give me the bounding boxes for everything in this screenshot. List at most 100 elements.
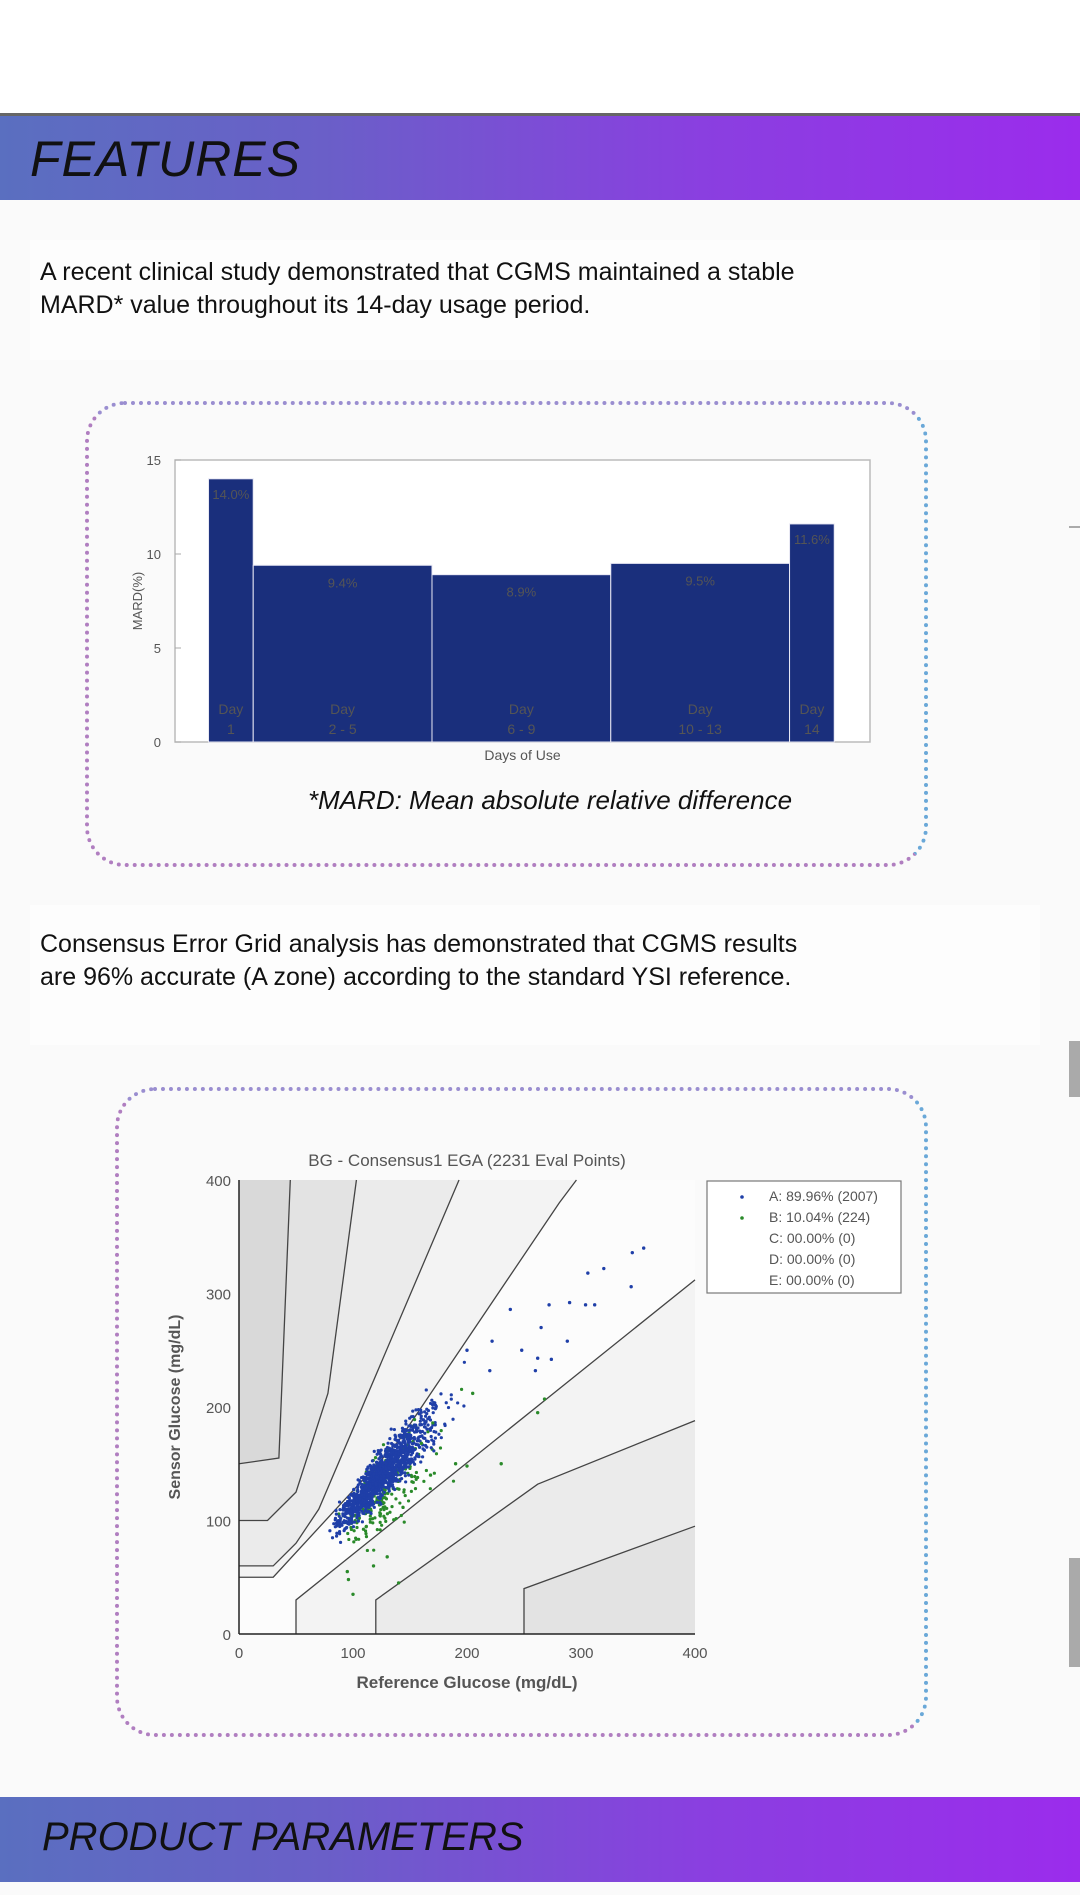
data-point-a xyxy=(424,1388,428,1392)
bar-category-label: Day xyxy=(799,701,824,717)
data-point-a xyxy=(389,1451,393,1455)
data-point-a xyxy=(361,1498,365,1503)
ega-legend xyxy=(706,1180,902,1294)
data-point-a xyxy=(377,1457,381,1461)
data-point-a xyxy=(433,1436,437,1440)
data-point-a xyxy=(490,1339,494,1343)
mard-caption: *MARD: Mean absolute relative difference xyxy=(307,785,793,815)
data-point-b xyxy=(419,1441,424,1446)
data-point-a xyxy=(393,1487,397,1492)
data-point-a xyxy=(385,1454,389,1458)
data-point-a xyxy=(367,1488,371,1492)
data-point-a xyxy=(393,1433,397,1437)
data-point-a xyxy=(347,1522,351,1526)
legend-entry: C: 00.00% (0) xyxy=(769,1230,855,1246)
data-point-b xyxy=(373,1455,378,1460)
data-point-b xyxy=(394,1497,398,1501)
data-point-a xyxy=(419,1460,423,1464)
data-point-b xyxy=(365,1548,369,1553)
data-point-a xyxy=(462,1404,466,1408)
data-point-b xyxy=(378,1513,382,1517)
data-point-b xyxy=(370,1517,375,1521)
data-point-a xyxy=(402,1445,407,1449)
data-point-a xyxy=(366,1484,370,1488)
data-point-a xyxy=(356,1488,360,1492)
data-point-a xyxy=(373,1491,377,1496)
data-point-a xyxy=(423,1410,427,1414)
data-point-a xyxy=(444,1401,448,1405)
data-point-b xyxy=(409,1473,413,1477)
bar xyxy=(431,574,612,743)
data-point-b xyxy=(434,1452,439,1456)
data-point-a xyxy=(418,1434,422,1439)
data-point-a xyxy=(407,1473,411,1477)
data-point-a xyxy=(362,1511,366,1516)
data-point-a xyxy=(642,1246,646,1250)
product-parameters-header: PRODUCT PARAMETERS xyxy=(0,1797,1080,1882)
zone-boundary-line xyxy=(239,1179,460,1567)
data-point-a xyxy=(348,1516,352,1521)
data-point-a xyxy=(378,1464,382,1468)
data-point-a xyxy=(386,1474,390,1478)
data-point-a xyxy=(520,1348,524,1352)
data-point-a xyxy=(410,1458,414,1462)
data-point-a xyxy=(384,1485,388,1490)
data-point-a xyxy=(432,1442,436,1446)
data-point-a xyxy=(389,1427,393,1431)
data-point-b xyxy=(381,1443,386,1447)
data-point-a xyxy=(428,1418,433,1422)
data-point-a xyxy=(432,1439,436,1444)
data-point-a xyxy=(549,1357,554,1362)
data-point-b xyxy=(413,1487,418,1491)
data-point-a xyxy=(349,1492,353,1497)
bar-category-label: Day xyxy=(688,701,713,717)
data-point-a xyxy=(382,1469,386,1473)
section1-panel xyxy=(30,240,1040,360)
data-point-b xyxy=(398,1501,402,1505)
data-point-a xyxy=(425,1427,429,1431)
data-point-b xyxy=(401,1505,405,1510)
legend-marker xyxy=(740,1195,744,1199)
data-point-a xyxy=(567,1300,572,1305)
bar xyxy=(252,564,433,743)
data-point-a xyxy=(355,1509,359,1514)
zone-boundary-line xyxy=(295,1279,696,1634)
data-point-b xyxy=(368,1520,372,1524)
data-point-a xyxy=(358,1507,362,1511)
ega-x-tick-label: 300 xyxy=(568,1645,593,1662)
product-parameters-title: PRODUCT PARAMETERS xyxy=(42,1815,524,1859)
data-point-b xyxy=(414,1477,418,1481)
data-point-a xyxy=(412,1436,416,1440)
data-point-a xyxy=(388,1436,392,1441)
data-point-b xyxy=(394,1517,398,1521)
data-point-b xyxy=(396,1581,401,1585)
data-point-b xyxy=(432,1471,436,1475)
data-point-a xyxy=(388,1461,392,1465)
data-point-a xyxy=(336,1519,340,1523)
bar-category-label: 2 - 5 xyxy=(329,721,357,737)
data-point-a xyxy=(383,1479,387,1483)
zone-boundary-line xyxy=(375,1420,696,1634)
edge-mark xyxy=(1069,526,1080,528)
data-point-a xyxy=(383,1449,388,1453)
data-point-a xyxy=(355,1498,359,1503)
data-point-a xyxy=(427,1415,431,1419)
data-point-a xyxy=(337,1500,342,1504)
data-point-a xyxy=(407,1459,411,1463)
edge-scroll-mark xyxy=(1069,1558,1080,1667)
data-point-a xyxy=(345,1525,349,1530)
data-point-b xyxy=(471,1391,475,1396)
data-point-b xyxy=(351,1592,355,1596)
data-point-a xyxy=(391,1444,395,1448)
data-point-a xyxy=(404,1480,408,1484)
data-point-b xyxy=(371,1564,376,1568)
data-point-a xyxy=(370,1491,374,1495)
data-point-a xyxy=(425,1445,429,1449)
data-point-a xyxy=(407,1439,411,1443)
data-point-a xyxy=(363,1486,368,1490)
data-point-a xyxy=(535,1356,540,1360)
data-point-a xyxy=(394,1471,398,1475)
data-point-b xyxy=(535,1410,540,1415)
data-point-a xyxy=(369,1474,374,1479)
data-point-a xyxy=(380,1458,384,1462)
